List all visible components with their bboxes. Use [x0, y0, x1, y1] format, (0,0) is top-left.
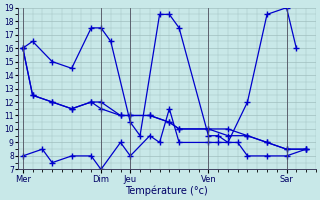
X-axis label: Température (°c): Température (°c) [125, 185, 208, 196]
